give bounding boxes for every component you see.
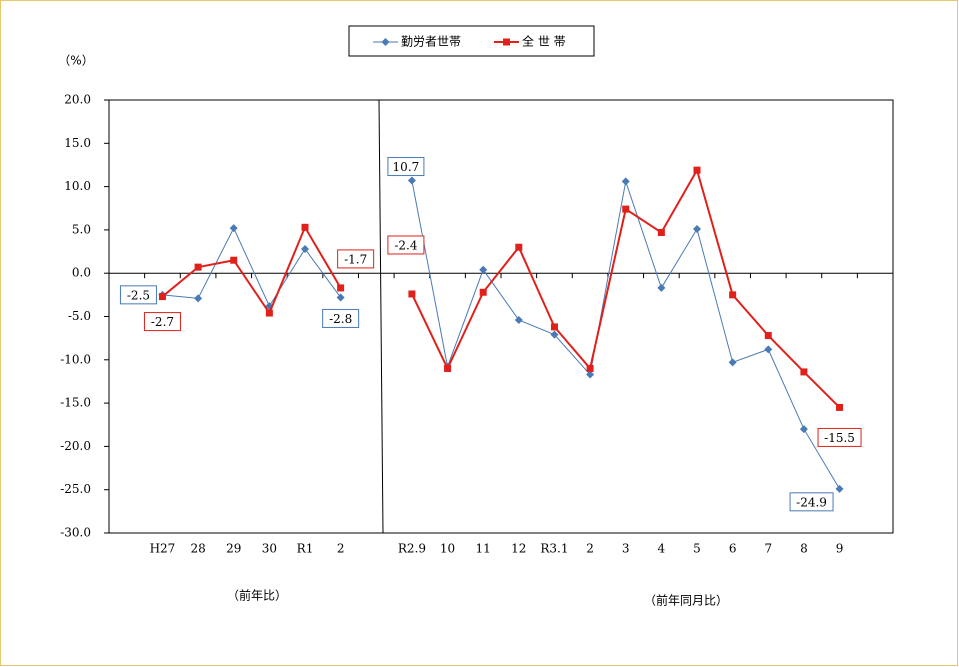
marker — [229, 224, 238, 233]
marker — [230, 256, 238, 264]
x-tick-label: H27 — [150, 542, 176, 556]
marker — [550, 330, 559, 339]
x-tick-label: 7 — [764, 542, 772, 556]
data-label: -2.5 — [127, 288, 150, 302]
data-label-box — [789, 492, 834, 512]
x-tick-label: 11 — [476, 542, 491, 556]
x-tick-label: 6 — [729, 542, 737, 556]
x-tick-label: 12 — [511, 542, 526, 556]
x-tick-label: R3.1 — [540, 542, 568, 556]
marker — [835, 484, 844, 493]
marker — [194, 263, 202, 271]
marker — [621, 177, 630, 186]
y-tick-label: -20.0 — [60, 439, 91, 453]
section-divider — [378, 99, 384, 534]
x-tick-label: 10 — [440, 542, 455, 556]
x-tick-label: 2 — [586, 542, 594, 556]
x-tick-label: 4 — [658, 542, 666, 556]
x-tick-label: 3 — [622, 542, 630, 556]
marker — [407, 176, 416, 185]
y-tick-label: 5.0 — [72, 222, 91, 236]
data-label-box — [143, 312, 181, 332]
marker — [408, 290, 416, 298]
data-label-box — [387, 157, 425, 177]
data-label: -2.8 — [329, 312, 352, 326]
marker — [479, 288, 487, 296]
marker — [301, 244, 309, 253]
marker — [836, 403, 844, 411]
marker — [514, 315, 523, 324]
y-tick-label: -25.0 — [60, 482, 91, 496]
marker — [158, 293, 166, 301]
y-tick-label: -10.0 — [60, 352, 91, 366]
marker — [444, 364, 452, 372]
marker — [336, 293, 345, 302]
marker — [693, 166, 701, 174]
data-label: -15.5 — [824, 431, 855, 445]
data-label-box — [387, 235, 425, 255]
x-tick-label: 30 — [262, 542, 277, 556]
y-tick-label: 10.0 — [64, 179, 91, 193]
data-label: -24.9 — [796, 495, 827, 509]
y-tick-label: -15.0 — [60, 396, 91, 410]
marker — [301, 223, 309, 231]
marker — [550, 323, 558, 331]
marker — [693, 225, 701, 234]
marker — [265, 309, 273, 317]
marker — [800, 368, 808, 376]
section-label: （前年比） — [227, 588, 287, 603]
marker — [586, 370, 595, 379]
x-tick-label: 29 — [226, 542, 241, 556]
y-tick-label: -5.0 — [68, 309, 91, 323]
x-tick-label: 5 — [693, 542, 701, 556]
marker — [764, 332, 772, 340]
marker — [381, 38, 390, 46]
legend-box — [348, 25, 595, 57]
data-label: -2.4 — [394, 238, 418, 252]
marker — [728, 358, 737, 367]
x-tick-label: 8 — [800, 542, 808, 556]
legend-label: 勤労者世帯 — [401, 35, 461, 49]
unit-label: （%） — [58, 54, 93, 68]
marker — [764, 345, 773, 354]
legend-label: 全 世 帯 — [522, 34, 566, 49]
marker — [479, 265, 488, 274]
x-tick-label: R1 — [297, 542, 314, 556]
y-tick-label: 20.0 — [64, 93, 91, 107]
y-tick-label: 15.0 — [64, 136, 91, 150]
data-label: 10.7 — [393, 160, 420, 174]
y-tick-label: 0.0 — [72, 266, 91, 280]
y-tick-label: -30.0 — [60, 526, 91, 540]
x-tick-label: 2 — [337, 542, 345, 556]
data-label-box — [119, 285, 157, 305]
marker — [337, 284, 345, 292]
marker — [622, 205, 630, 213]
section-label: （前年同月比） — [644, 593, 728, 608]
marker — [657, 228, 665, 236]
marker — [586, 364, 594, 372]
marker — [799, 425, 808, 434]
marker — [515, 243, 523, 251]
data-label-box — [337, 249, 375, 269]
x-tick-label: 28 — [190, 542, 205, 556]
x-tick-label: R2.9 — [398, 542, 426, 556]
x-tick-label: 9 — [836, 542, 844, 556]
marker — [729, 291, 737, 299]
marker — [194, 294, 203, 303]
marker — [657, 283, 666, 292]
data-label-box — [322, 308, 360, 328]
data-label: -2.7 — [151, 315, 174, 329]
marker — [503, 38, 510, 46]
data-label-box — [817, 427, 862, 447]
data-label: -1.7 — [344, 252, 367, 266]
